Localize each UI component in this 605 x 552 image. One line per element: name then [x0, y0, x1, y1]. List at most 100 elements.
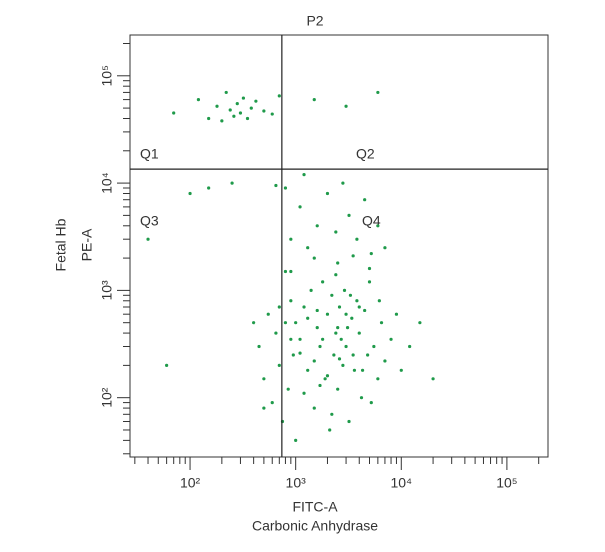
event-dot: [336, 325, 340, 330]
event-dot: [341, 363, 345, 367]
event-dot: [241, 96, 246, 100]
event-dot: [232, 114, 236, 118]
event-dot: [245, 116, 250, 121]
event-dot: [351, 353, 355, 357]
event-dot: [357, 305, 361, 309]
event-dot: [350, 316, 354, 320]
event-dot: [289, 299, 293, 303]
event-dot: [302, 172, 306, 177]
event-dot: [325, 374, 330, 378]
x-axis-sublabel: Carbonic Anhydrase: [252, 518, 378, 534]
y-tick-label: 10³: [99, 280, 115, 301]
event-dot: [254, 99, 258, 103]
event-dot: [315, 224, 319, 228]
event-dot: [220, 119, 224, 123]
event-dot: [363, 198, 367, 202]
event-dot: [359, 396, 364, 400]
event-dot: [318, 383, 322, 388]
x-axis-label: FITC-A: [292, 499, 338, 515]
event-dot: [277, 363, 281, 367]
event-dot: [283, 321, 288, 325]
event-dot: [334, 331, 338, 335]
event-dot: [376, 90, 380, 95]
x-tick-label: 10⁵: [496, 475, 517, 491]
x-tick-label: 10⁴: [390, 475, 412, 491]
event-dot: [367, 266, 372, 271]
event-dot: [289, 337, 293, 341]
event-dot: [355, 299, 359, 303]
event-dot: [352, 368, 357, 372]
quadrant-label: Q1: [140, 146, 159, 162]
plot-frame: [129, 34, 549, 458]
event-dot: [357, 331, 361, 335]
event-dot: [360, 368, 365, 372]
event-dot: [228, 108, 232, 112]
event-dot: [334, 273, 338, 277]
event-dot: [235, 102, 239, 106]
quadrant-label: Q3: [140, 213, 159, 229]
event-dot: [309, 288, 313, 292]
event-dot: [418, 321, 422, 325]
event-dot: [339, 337, 343, 341]
event-dot: [325, 312, 330, 316]
event-dot: [238, 111, 243, 115]
event-dot: [344, 104, 348, 108]
event-dot: [369, 400, 373, 405]
event-dot: [270, 400, 274, 405]
event-dot: [315, 308, 319, 313]
y-axis-label: PE-A: [79, 228, 95, 261]
event-dot: [325, 191, 330, 196]
event-dot: [312, 406, 316, 410]
event-dot: [249, 106, 253, 110]
event-dot: [262, 109, 266, 113]
event-dot: [394, 312, 399, 316]
event-dot: [355, 237, 359, 241]
event-dot: [363, 308, 367, 313]
event-dot: [408, 344, 412, 349]
event-dot: [330, 293, 334, 297]
event-dot: [321, 280, 325, 284]
event-dot: [306, 368, 310, 372]
event-dot: [306, 246, 310, 250]
event-dot: [306, 316, 310, 320]
event-dot: [294, 438, 298, 442]
event-dot: [289, 237, 293, 241]
event-dot: [372, 344, 376, 349]
event-dot: [312, 97, 316, 102]
event-dot: [270, 112, 274, 116]
event-dot: [298, 337, 302, 341]
event-dot: [431, 377, 435, 381]
quadrant-label: Q4: [362, 213, 381, 229]
event-dot: [165, 363, 169, 367]
y-tick-label: 10²: [99, 387, 115, 408]
event-dot: [266, 312, 270, 316]
y-tick-label: 10⁵: [99, 65, 115, 86]
event-dot: [207, 186, 211, 190]
event-dot: [146, 237, 150, 241]
event-dot: [389, 337, 393, 341]
event-dot: [298, 351, 302, 355]
event-dot: [366, 353, 370, 357]
event-dot: [344, 344, 348, 349]
y-axis-sublabel: Fetal Hb: [53, 218, 69, 271]
event-dot: [289, 269, 293, 274]
event-dot: [294, 321, 298, 325]
event-dot: [337, 357, 342, 361]
event-dot: [277, 94, 281, 98]
event-dot: [188, 191, 192, 196]
event-dot: [318, 344, 322, 349]
event-dot: [367, 280, 372, 284]
event-dot: [277, 305, 281, 309]
event-dot: [274, 331, 278, 335]
event-dot: [252, 321, 256, 325]
event-dot: [347, 419, 351, 424]
event-dot: [230, 181, 234, 185]
event-dot: [399, 368, 403, 372]
event-dot: [369, 252, 373, 256]
event-dot: [342, 288, 347, 292]
event-dot: [351, 254, 355, 258]
event-dot: [286, 387, 290, 391]
event-dot: [376, 224, 380, 228]
